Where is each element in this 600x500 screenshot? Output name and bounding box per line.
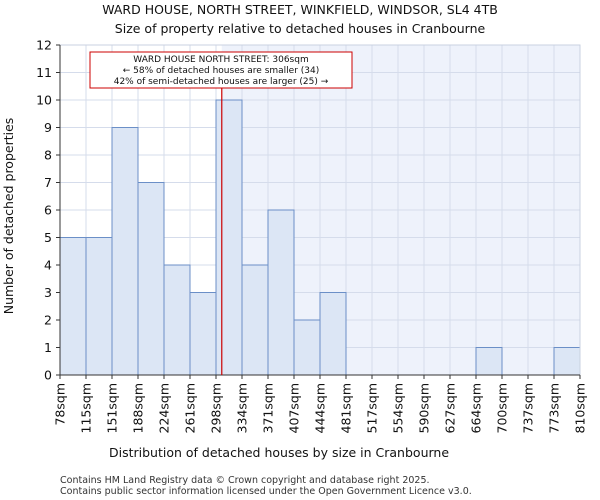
x-tick-517sqm: 517sqm: [365, 383, 380, 433]
x-tick-407sqm: 407sqm: [287, 383, 302, 433]
bar-224sqm: [163, 264, 191, 376]
annotation-smaller: ← 58% of detached houses are smaller (34…: [123, 66, 320, 76]
bar-78sqm: [59, 237, 87, 376]
y-tick-1: 1: [44, 340, 52, 355]
x-tick-151sqm: 151sqm: [105, 383, 120, 433]
x-tick-261sqm: 261sqm: [183, 383, 198, 433]
y-tick-9: 9: [44, 120, 52, 135]
bar-334sqm: [241, 264, 269, 376]
x-tick-78sqm: 78sqm: [53, 383, 68, 426]
y-tick-2: 2: [44, 313, 52, 328]
bar-261sqm: [189, 292, 217, 376]
y-tick-5: 5: [44, 230, 52, 245]
bar-298sqm: [215, 99, 243, 376]
bar-407sqm: [293, 319, 321, 376]
x-tick-810sqm: 810sqm: [573, 383, 588, 433]
chart-subtitle: Size of property relative to detached ho…: [115, 21, 486, 36]
x-tick-737sqm: 737sqm: [521, 383, 536, 433]
x-tick-224sqm: 224sqm: [157, 383, 172, 433]
x-tick-773sqm: 773sqm: [547, 383, 562, 433]
bar-371sqm: [267, 209, 295, 376]
x-tick-590sqm: 590sqm: [417, 383, 432, 433]
y-axis-label: Number of detached properties: [1, 118, 16, 315]
bar-773sqm: [553, 347, 581, 376]
annotation-border: [89, 51, 353, 89]
y-tick-4: 4: [44, 258, 52, 273]
annotation-larger: 42% of semi-detached houses are larger (…: [114, 77, 329, 87]
x-tick-700sqm: 700sqm: [495, 383, 510, 433]
x-tick-188sqm: 188sqm: [131, 383, 146, 433]
y-tick-0: 0: [44, 368, 52, 383]
y-tick-6: 6: [44, 203, 52, 218]
x-tick-334sqm: 334sqm: [235, 383, 250, 433]
x-tick-554sqm: 554sqm: [391, 383, 406, 433]
y-tick-8: 8: [44, 148, 52, 163]
x-tick-371sqm: 371sqm: [261, 383, 276, 433]
x-tick-298sqm: 298sqm: [209, 383, 224, 433]
x-tick-115sqm: 115sqm: [79, 383, 94, 433]
y-tick-7: 7: [44, 175, 52, 190]
bar-664sqm: [475, 347, 503, 376]
y-tick-10: 10: [36, 93, 52, 108]
x-tick-664sqm: 664sqm: [469, 383, 484, 433]
footer-line-2: Contains public sector information licen…: [60, 486, 472, 497]
x-tick-481sqm: 481sqm: [339, 383, 354, 433]
x-tick-627sqm: 627sqm: [443, 383, 458, 433]
x-axis-label: Distribution of detached houses by size …: [109, 445, 449, 460]
bar-115sqm: [85, 237, 113, 376]
chart-title: WARD HOUSE, NORTH STREET, WINKFIELD, WIN…: [102, 2, 498, 17]
bar-188sqm: [137, 182, 165, 376]
x-tick-labels: 78sqm 115sqm 151sqm 188sqm 224sqm 261sqm 298sq…: [53, 375, 588, 433]
y-tick-12: 12: [36, 38, 52, 53]
y-tick-11: 11: [36, 65, 52, 80]
annotation-title: WARD HOUSE NORTH STREET: 306sqm: [133, 55, 308, 65]
bar-151sqm: [111, 127, 139, 376]
y-tick-3: 3: [44, 285, 52, 300]
annotation-box: WARD HOUSE NORTH STREET: 306sqm ← 58% of…: [89, 51, 353, 89]
x-tick-444sqm: 444sqm: [313, 383, 328, 433]
footer-line-1: Contains HM Land Registry data © Crown c…: [60, 475, 430, 486]
bar-444sqm: [319, 292, 347, 376]
